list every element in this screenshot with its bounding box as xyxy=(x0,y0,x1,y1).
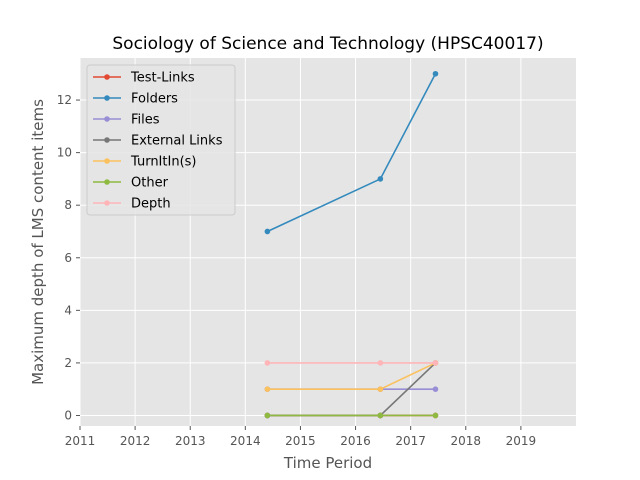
x-ticks: 2011 2012 2013 2014 2015 2016 2017 2018 2019 xyxy=(65,426,536,448)
y-tick-label: 12 xyxy=(57,93,72,107)
legend-marker xyxy=(104,116,110,122)
series-folders xyxy=(264,70,439,235)
x-tick-label: 2019 xyxy=(506,434,537,448)
legend-item: Folders xyxy=(93,92,178,107)
legend-item: Files xyxy=(93,113,160,128)
x-tick-label: 2018 xyxy=(451,434,482,448)
legend-item: Test-Links xyxy=(93,71,195,86)
legend-label: Files xyxy=(131,113,160,128)
x-tick-label: 2012 xyxy=(120,434,151,448)
x-tick-label: 2015 xyxy=(285,434,316,448)
data-point xyxy=(432,70,439,77)
legend-label: Test-Links xyxy=(130,71,195,86)
y-axis-label: Maximum depth of LMS content items xyxy=(29,99,47,385)
x-tick-label: 2011 xyxy=(65,434,96,448)
y-tick-label: 10 xyxy=(57,146,72,160)
data-point xyxy=(264,228,271,235)
series-other xyxy=(264,412,439,419)
data-point xyxy=(432,412,439,419)
x-axis-label: Time Period xyxy=(283,454,372,472)
y-tick-label: 0 xyxy=(64,408,72,422)
legend-label: Folders xyxy=(131,92,178,107)
series-group xyxy=(264,70,439,419)
data-point xyxy=(264,412,271,419)
chart-title: Sociology of Science and Technology (HPS… xyxy=(112,34,543,54)
legend-item: TurnItIn(s) xyxy=(93,155,196,170)
data-point xyxy=(377,386,384,393)
legend-item: Depth xyxy=(93,197,171,212)
legend-marker xyxy=(104,95,110,101)
legend-label: Depth xyxy=(131,197,171,212)
data-point xyxy=(377,360,384,366)
y-tick-label: 2 xyxy=(64,356,72,370)
data-point xyxy=(377,412,384,419)
legend-label: Other xyxy=(131,176,169,191)
x-tick-label: 2014 xyxy=(230,434,261,448)
legend-label: TurnItIn(s) xyxy=(130,155,196,170)
x-tick-label: 2017 xyxy=(395,434,426,448)
y-tick-label: 8 xyxy=(64,198,72,212)
x-tick-label: 2013 xyxy=(175,434,206,448)
x-tick-label: 2016 xyxy=(340,434,371,448)
series-depth xyxy=(264,360,439,366)
data-point xyxy=(264,360,271,366)
legend-label: External Links xyxy=(131,134,223,149)
data-point xyxy=(264,386,271,393)
legend-box xyxy=(86,64,236,216)
y-tick-label: 4 xyxy=(64,303,72,317)
data-point xyxy=(432,386,439,393)
legend-marker xyxy=(104,74,110,80)
legend: Test-Links Folders Files External Links Turn… xyxy=(86,64,236,216)
legend-marker xyxy=(104,179,110,185)
y-tick-label: 6 xyxy=(64,251,72,265)
legend-marker xyxy=(104,158,110,164)
legend-marker xyxy=(104,200,110,206)
legend-marker xyxy=(104,137,110,143)
y-ticks: 0 2 4 6 8 10 12 xyxy=(57,93,80,422)
legend-item: Other xyxy=(93,176,169,191)
data-point xyxy=(432,360,439,366)
legend-item: External Links xyxy=(93,134,223,149)
data-point xyxy=(377,176,384,182)
